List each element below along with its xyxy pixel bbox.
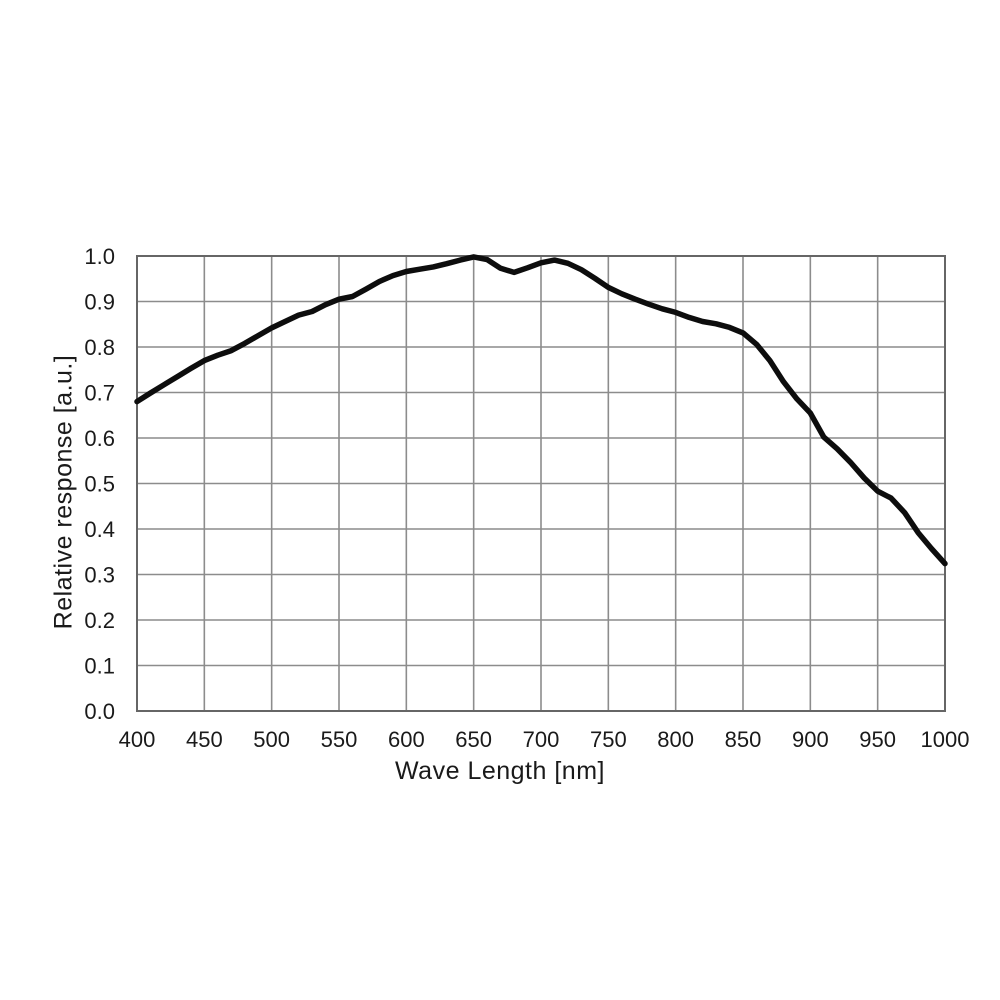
y-tick-label: 1.0	[84, 244, 115, 269]
y-tick-label: 0.1	[84, 654, 115, 679]
x-tick-label: 400	[119, 727, 156, 752]
x-tick-label: 500	[253, 727, 290, 752]
y-tick-label: 0.5	[84, 472, 115, 497]
y-tick-label: 0.3	[84, 563, 115, 588]
x-tick-label: 950	[859, 727, 896, 752]
y-tick-label: 0.4	[84, 517, 115, 542]
x-tick-label: 1000	[921, 727, 970, 752]
x-tick-label: 450	[186, 727, 223, 752]
x-axis-title: Wave Length [nm]	[395, 757, 605, 785]
y-tick-label: 0.7	[84, 381, 115, 406]
y-axis-title: Relative response [a.u.]	[49, 354, 78, 630]
x-tick-label: 900	[792, 727, 829, 752]
x-tick-label: 700	[523, 727, 560, 752]
y-tick-label: 0.9	[84, 290, 115, 315]
y-tick-label: 0.6	[84, 426, 115, 451]
y-tick-label: 0.8	[84, 335, 115, 360]
y-tick-label: 0.0	[84, 699, 115, 724]
x-tick-label: 550	[321, 727, 358, 752]
x-tick-label: 750	[590, 727, 627, 752]
plot-border	[136, 255, 946, 712]
x-tick-label: 800	[657, 727, 694, 752]
x-tick-label: 850	[725, 727, 762, 752]
response-curve	[134, 254, 948, 567]
x-tick-label: 600	[388, 727, 425, 752]
y-tick-label: 0.2	[84, 608, 115, 633]
x-tick-label: 650	[455, 727, 492, 752]
